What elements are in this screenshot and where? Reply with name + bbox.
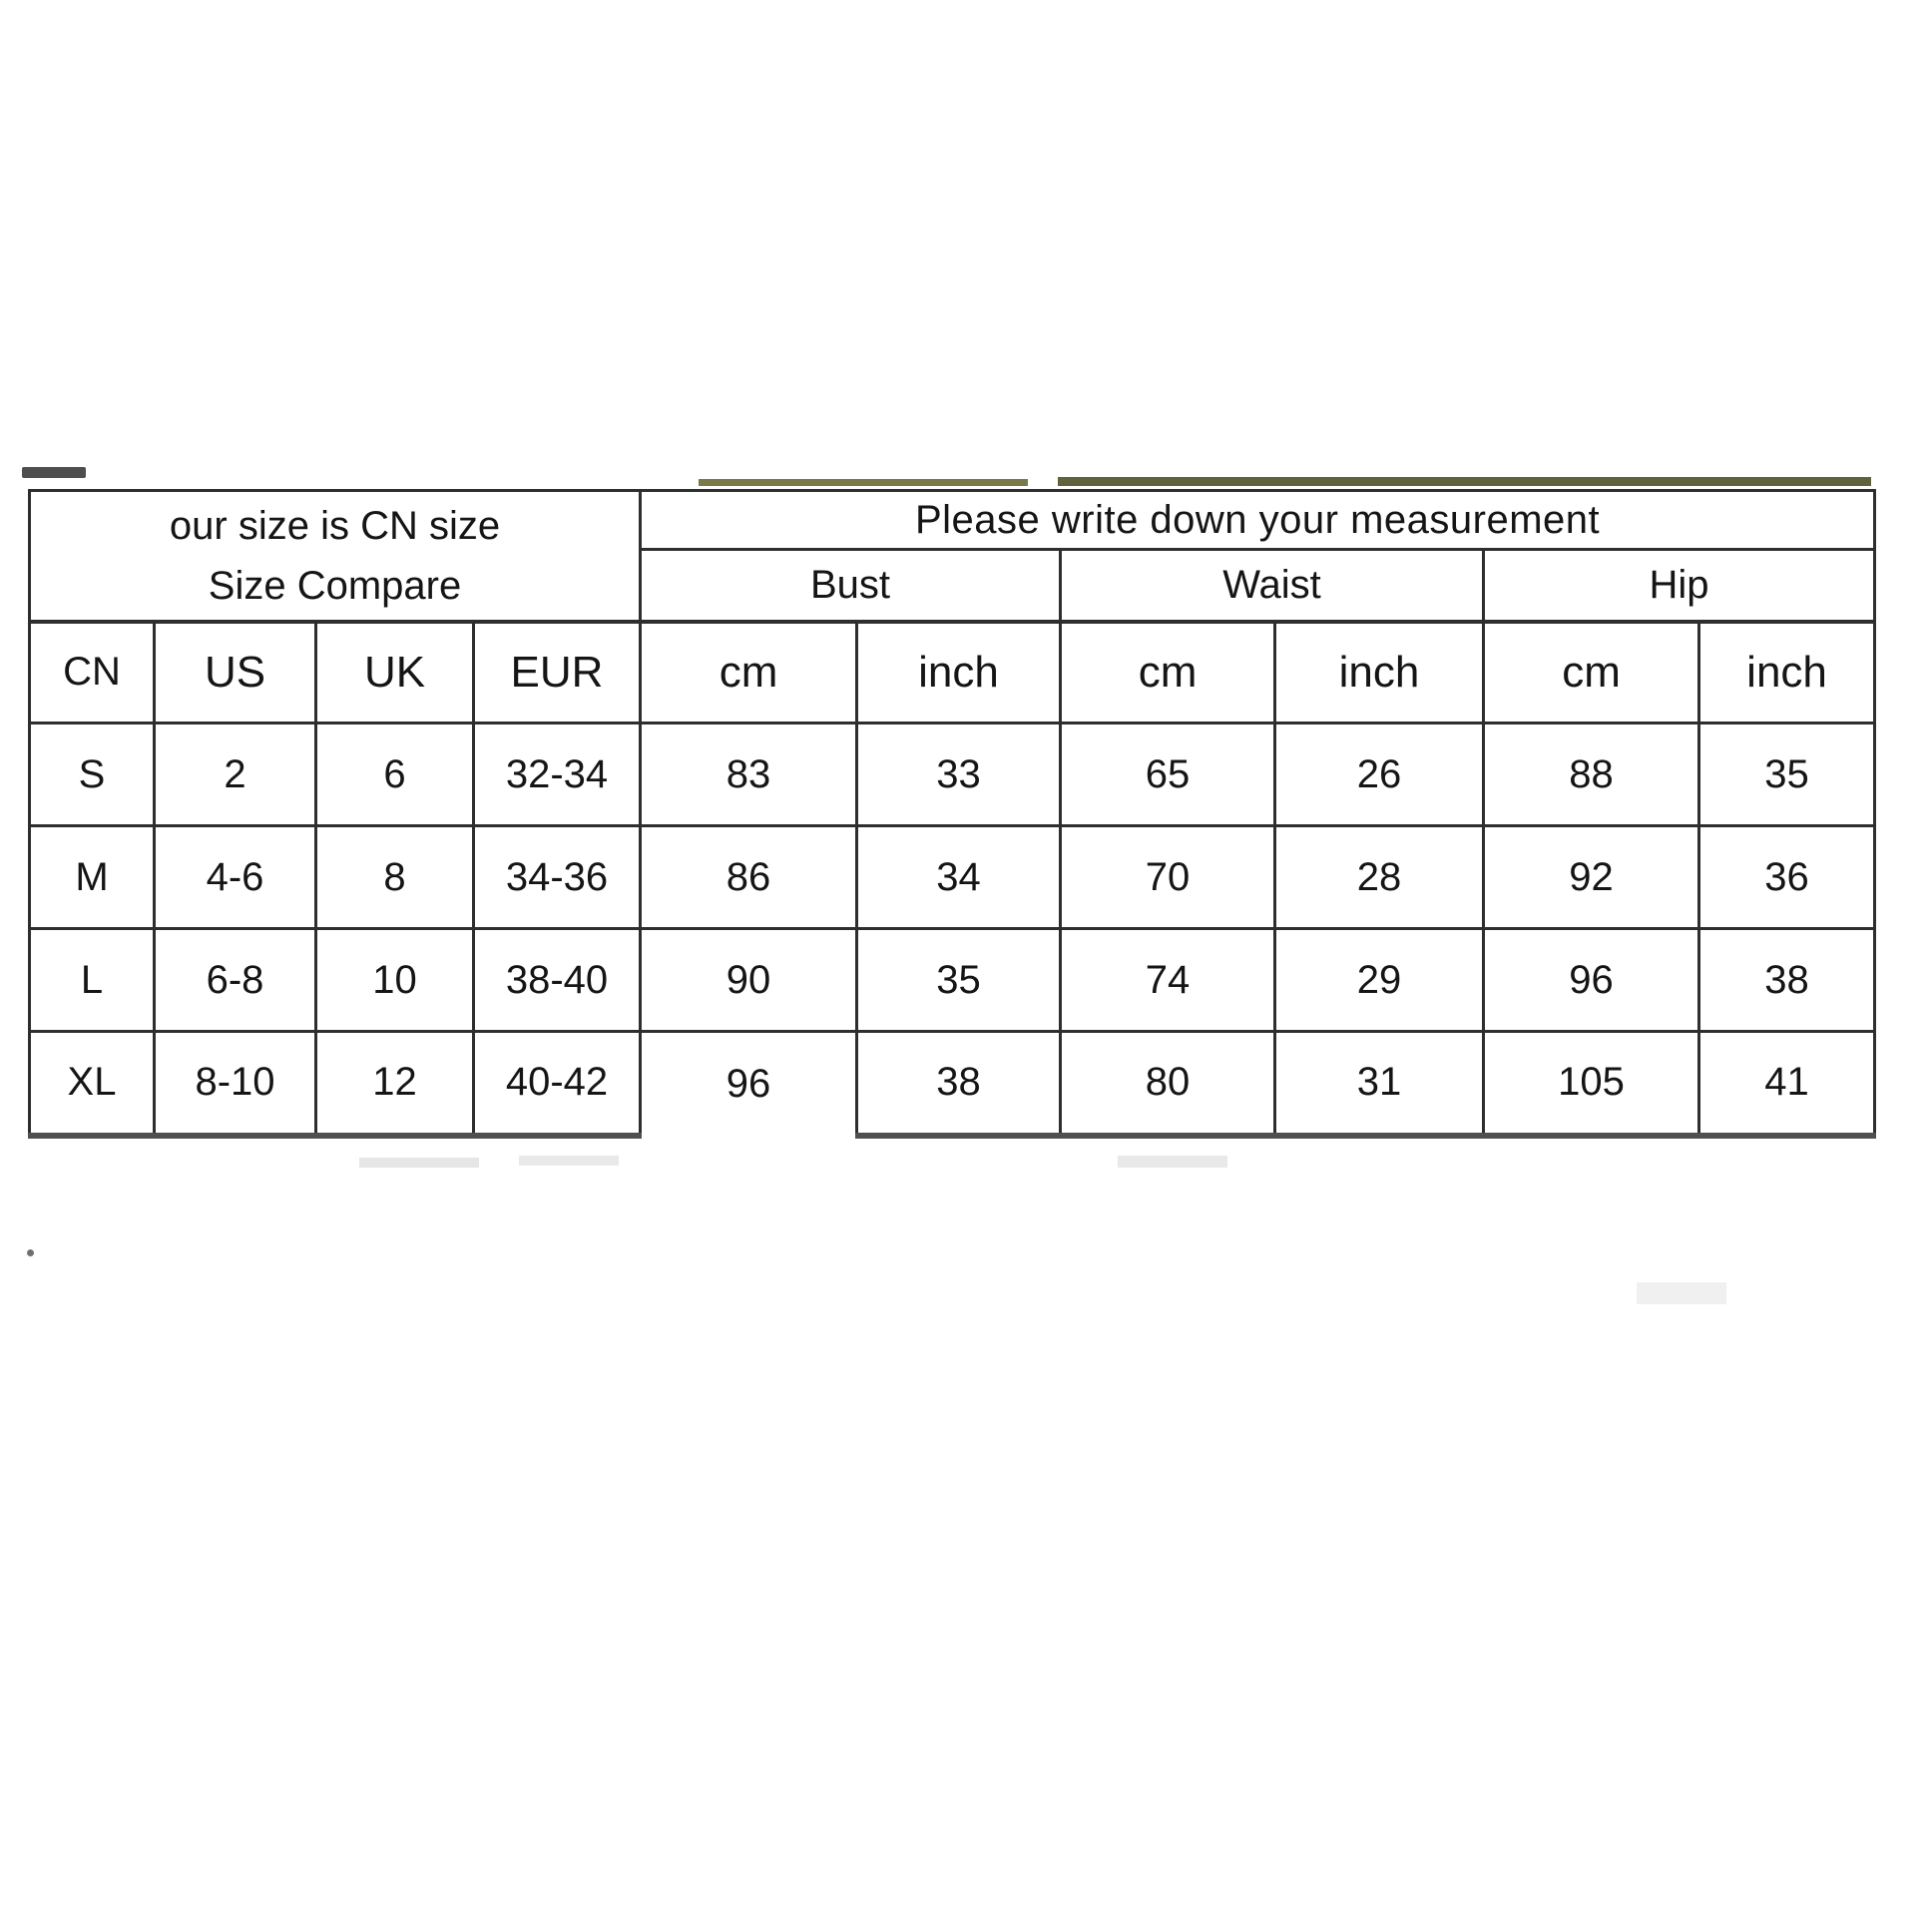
bust-cm-cell: 86	[639, 824, 859, 930]
col-header-waist-inch: inch	[1273, 619, 1486, 724]
size-row-l: L 6-8 10 38-40 90 35 74 29 96 38	[28, 927, 1877, 1033]
scan-artifact-smudge	[359, 1158, 479, 1168]
col-header-eur: EUR	[471, 619, 643, 724]
cn-size-cell: XL	[28, 1030, 156, 1139]
col-header-cn: CN	[28, 619, 156, 724]
bust-cm-cell: 96	[639, 1030, 859, 1136]
col-header-uk: UK	[314, 619, 475, 724]
col-header-bust-inch: inch	[855, 619, 1063, 724]
section-header-hip: Hip	[1482, 548, 1877, 623]
waist-cm-cell: 80	[1059, 1030, 1277, 1139]
us-size-cell: 2	[153, 722, 317, 827]
size-compare-title: our size is CN size Size Compare	[27, 489, 643, 623]
cn-size-cell: L	[28, 927, 156, 1033]
scan-artifact-smudge	[1118, 1156, 1227, 1168]
bust-inch-cell: 38	[855, 1030, 1063, 1139]
size-compare-line1: our size is CN size	[169, 503, 501, 548]
col-header-us: US	[153, 619, 317, 724]
bust-cm-cell: 90	[639, 927, 859, 1033]
waist-cm-cell: 65	[1059, 722, 1277, 827]
header-row-units: CN US UK EUR cm inch cm inch cm inch	[28, 619, 1877, 724]
waist-inch-cell: 26	[1273, 722, 1486, 827]
uk-size-cell: 6	[314, 722, 475, 827]
cn-size-cell: M	[28, 824, 156, 930]
eur-size-cell: 40-42	[471, 1030, 643, 1139]
uk-size-cell: 12	[314, 1030, 475, 1139]
section-header-bust: Bust	[639, 548, 1063, 623]
scan-artifact-banner-smudge	[1058, 477, 1871, 486]
scan-artifact-smudge	[519, 1156, 619, 1166]
waist-inch-cell: 31	[1273, 1030, 1486, 1139]
hip-cm-cell: 96	[1482, 927, 1701, 1033]
us-size-cell: 8-10	[153, 1030, 317, 1139]
hip-cm-cell: 92	[1482, 824, 1701, 930]
us-size-cell: 6-8	[153, 927, 317, 1033]
col-header-hip-cm: cm	[1482, 619, 1701, 724]
col-header-bust-cm: cm	[639, 619, 859, 724]
scan-artifact-dash	[22, 467, 86, 478]
scan-artifact-dot	[27, 1249, 34, 1256]
uk-size-cell: 8	[314, 824, 475, 930]
bust-inch-cell: 34	[855, 824, 1063, 930]
size-row-xl: XL 8-10 12 40-42 96 38 80 31 105 41	[28, 1030, 1877, 1139]
scan-artifact-smudge	[1637, 1282, 1726, 1304]
waist-inch-cell: 29	[1273, 927, 1486, 1033]
col-header-waist-cm: cm	[1059, 619, 1277, 724]
cn-size-cell: S	[28, 722, 156, 827]
bust-inch-cell: 35	[855, 927, 1063, 1033]
bust-inch-cell: 33	[855, 722, 1063, 827]
header-row-top: our size is CN size Size Compare Please …	[27, 489, 1877, 623]
hip-inch-cell: 41	[1697, 1030, 1877, 1139]
waist-cm-cell: 70	[1059, 824, 1277, 930]
size-chart-table: our size is CN size Size Compare Please …	[27, 489, 1877, 1139]
waist-cm-cell: 74	[1059, 927, 1277, 1033]
section-header-waist: Waist	[1059, 548, 1486, 623]
size-compare-line2: Size Compare	[208, 563, 462, 608]
hip-cm-cell: 105	[1482, 1030, 1701, 1139]
size-row-m: M 4-6 8 34-36 86 34 70 28 92 36	[28, 824, 1877, 930]
col-header-hip-inch: inch	[1697, 619, 1877, 724]
hip-inch-cell: 36	[1697, 824, 1877, 930]
size-row-s: S 2 6 32-34 83 33 65 26 88 35	[28, 722, 1877, 827]
waist-inch-cell: 28	[1273, 824, 1486, 930]
hip-inch-cell: 35	[1697, 722, 1877, 827]
measurement-banner: Please write down your measurement	[639, 489, 1877, 551]
eur-size-cell: 38-40	[471, 927, 643, 1033]
eur-size-cell: 34-36	[471, 824, 643, 930]
uk-size-cell: 10	[314, 927, 475, 1033]
eur-size-cell: 32-34	[471, 722, 643, 827]
bust-cm-cell: 83	[639, 722, 859, 827]
us-size-cell: 4-6	[153, 824, 317, 930]
header-row-sections: Bust Waist Hip	[30, 548, 1877, 623]
hip-cm-cell: 88	[1482, 722, 1701, 827]
hip-inch-cell: 38	[1697, 927, 1877, 1033]
scan-artifact-banner-smudge	[699, 479, 1028, 486]
